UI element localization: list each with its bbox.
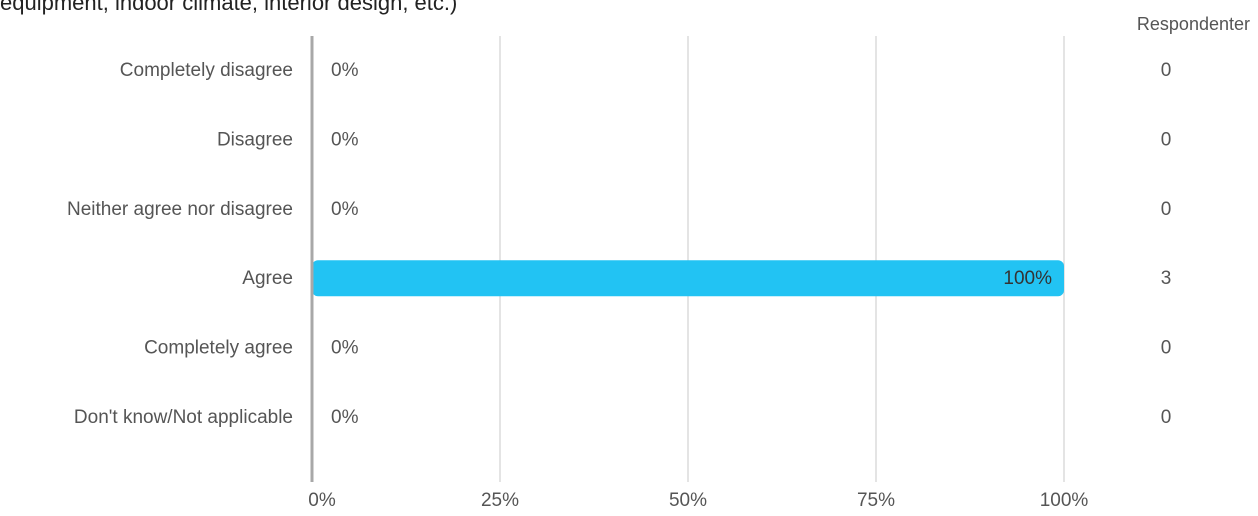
respondents-column-header: Respondenter: [1136, 14, 1250, 34]
x-tick-label: 50%: [669, 490, 707, 511]
category-label: Completely disagree: [120, 60, 293, 81]
respondent-count: 0: [1161, 199, 1172, 220]
bar-value-label: 0%: [331, 60, 359, 81]
bar-value-label: 0%: [331, 338, 359, 359]
bar-value-label: 0%: [331, 129, 359, 150]
category-label: Disagree: [217, 129, 293, 150]
chart-title: equipment, indoor climate, interior desi…: [0, 0, 458, 15]
bar-value-label: 100%: [1003, 268, 1052, 289]
respondent-count: 3: [1161, 268, 1172, 289]
respondent-count: 0: [1161, 60, 1172, 81]
x-tick-label: 25%: [481, 490, 519, 511]
bar-value-label: 0%: [331, 199, 359, 220]
respondent-count: 0: [1161, 338, 1172, 359]
bar-value-label: 0%: [331, 407, 359, 428]
x-tick-label: 100%: [1040, 490, 1089, 511]
category-label: Completely agree: [144, 338, 293, 359]
respondent-count: 0: [1161, 407, 1172, 428]
category-label: Agree: [242, 268, 293, 289]
x-tick-label: 0%: [308, 490, 336, 511]
bar: [312, 260, 1064, 297]
category-label: Don't know/Not applicable: [74, 407, 293, 428]
category-label: Neither agree nor disagree: [67, 199, 293, 220]
respondent-count: 0: [1161, 129, 1172, 150]
x-tick-label: 75%: [857, 490, 895, 511]
